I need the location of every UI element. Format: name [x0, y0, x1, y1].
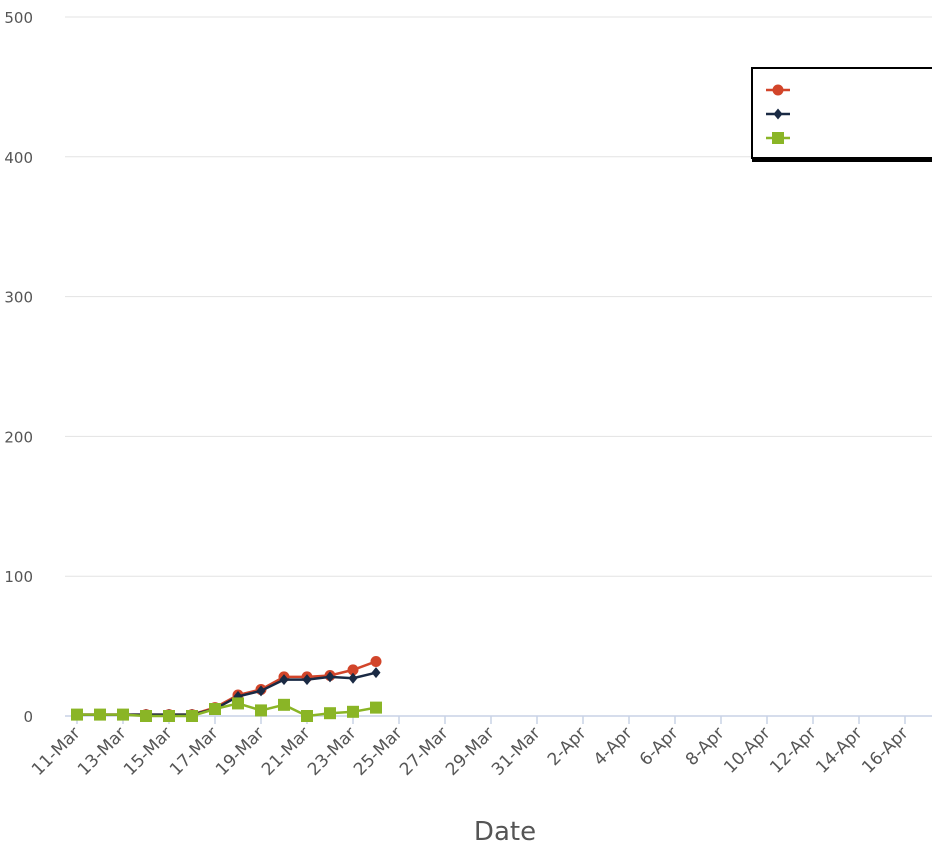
- legend: [751, 67, 932, 162]
- marker: [71, 708, 83, 721]
- x-tick-label: 19-Mar: [212, 723, 268, 779]
- marker: [117, 708, 129, 721]
- x-tick-label: 23-Mar: [304, 723, 360, 779]
- x-tick-label: 16-Apr: [858, 723, 912, 777]
- marker: [163, 710, 175, 722]
- y-tick-label: 200: [4, 428, 33, 446]
- marker: [370, 655, 382, 667]
- x-tick-label: 13-Mar: [74, 723, 130, 779]
- x-axis-title: Date: [474, 817, 536, 847]
- marker: [94, 708, 106, 721]
- y-tick-label: 400: [4, 149, 33, 167]
- marker: [301, 710, 313, 722]
- marker: [256, 685, 266, 697]
- marker: [347, 705, 359, 718]
- x-tick-label: 4-Apr: [590, 723, 637, 770]
- x-tick-label: 17-Mar: [166, 723, 222, 779]
- marker: [209, 703, 221, 716]
- x-tick-label: 29-Mar: [442, 723, 498, 779]
- marker: [773, 108, 783, 120]
- marker: [186, 710, 198, 722]
- x-tick-label: 27-Mar: [396, 723, 452, 779]
- x-tick-label: 10-Apr: [720, 723, 774, 777]
- marker: [347, 664, 359, 676]
- x-tick-label: 2-Apr: [544, 723, 591, 770]
- marker: [325, 671, 335, 683]
- x-tick-label: 14-Apr: [812, 723, 866, 777]
- x-tick-label: 31-Mar: [488, 723, 544, 779]
- marker: [232, 697, 244, 710]
- marker: [279, 674, 289, 686]
- marker: [302, 674, 312, 686]
- x-tick-label: 12-Apr: [766, 723, 820, 777]
- x-tick-label: 25-Mar: [350, 723, 406, 779]
- y-tick-label: 0: [23, 708, 33, 726]
- y-tick-label: 100: [4, 568, 33, 586]
- x-tick-label: 11-Mar: [28, 723, 84, 779]
- x-tick-label: 6-Apr: [636, 723, 683, 770]
- marker: [371, 667, 381, 679]
- marker: [772, 84, 784, 96]
- marker: [255, 704, 267, 717]
- marker: [140, 710, 152, 722]
- marker: [370, 701, 382, 714]
- y-tick-label: 300: [4, 289, 33, 307]
- x-tick-label: 21-Mar: [258, 723, 314, 779]
- marker: [348, 672, 358, 684]
- marker: [278, 698, 290, 711]
- y-tick-label: 500: [4, 9, 33, 27]
- marker: [324, 707, 336, 720]
- marker: [772, 132, 784, 144]
- x-tick-label: 15-Mar: [120, 723, 176, 779]
